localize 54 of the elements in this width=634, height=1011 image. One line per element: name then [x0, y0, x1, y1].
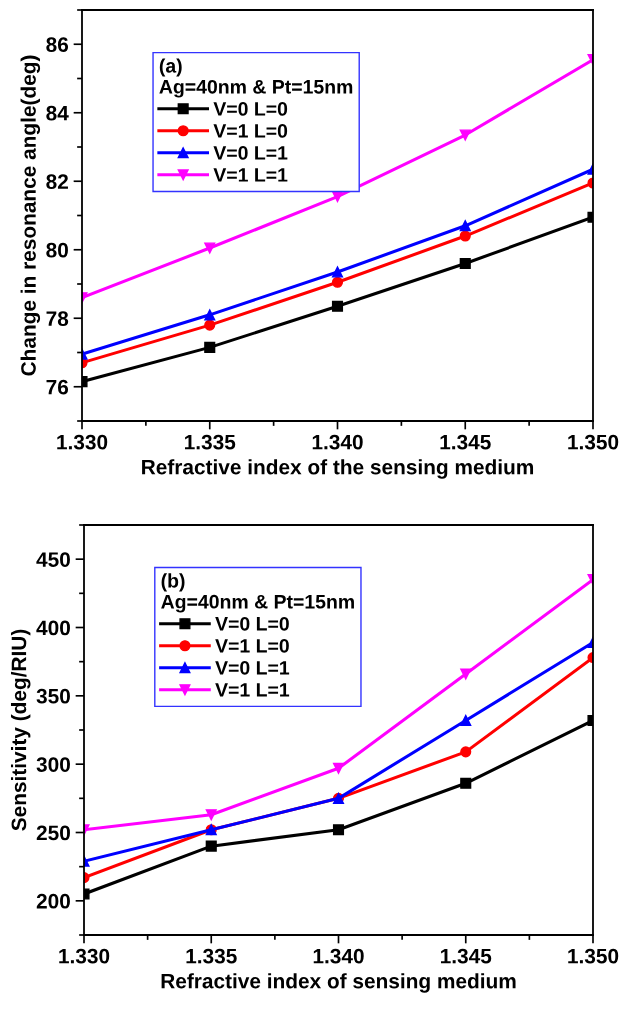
legend-label: V=1 L=1 — [213, 168, 288, 182]
point — [331, 300, 344, 312]
x-tick-label: 1.340 — [313, 948, 364, 964]
legend-label: V=1 L=0 — [213, 124, 288, 138]
x-axis-title: Refractive index of sensing medium — [161, 973, 516, 993]
x-tick-label: 1.340 — [312, 434, 363, 450]
x-tick-label: 1.335 — [186, 948, 237, 964]
point — [204, 242, 216, 254]
legend-label: V=0 L=1 — [215, 660, 290, 675]
x-tick-label: 1.330 — [59, 948, 110, 964]
point — [331, 276, 344, 288]
legend-label: V=1 L=1 — [215, 683, 290, 697]
point — [459, 257, 471, 270]
x-tick-label: 1.335 — [185, 434, 236, 450]
x-tick-label: 1.350 — [568, 434, 619, 450]
point — [459, 230, 471, 242]
point — [204, 319, 216, 331]
point — [460, 668, 472, 680]
y-tick-label: 350 — [36, 688, 70, 704]
y-tick-label: 200 — [36, 893, 70, 909]
y-axis-title: Change in resonance angle(deg) — [20, 55, 41, 376]
y-tick-label: 86 — [46, 37, 69, 52]
point — [459, 220, 471, 232]
y-tick-label: 82 — [46, 174, 68, 189]
legend-title: (b) Ag=40nm & Pt=15nm — [161, 573, 354, 613]
point — [332, 762, 345, 774]
point — [204, 341, 216, 353]
y-tick-label: 400 — [36, 620, 70, 636]
y-tick-label: 84 — [46, 105, 69, 121]
legend-label: V=0 L=1 — [213, 146, 288, 160]
legend-label: V=0 L=0 — [215, 616, 289, 631]
x-tick-label: 1.345 — [441, 948, 492, 964]
x-tick-label: 1.345 — [440, 434, 491, 450]
point — [204, 309, 216, 321]
y-axis-title: Sensitivity (deg/RIU) — [10, 629, 31, 831]
y-tick-label: 300 — [36, 757, 70, 772]
y-tick-label: 76 — [46, 379, 69, 395]
y-tick-label: 80 — [46, 242, 68, 258]
point — [460, 777, 472, 789]
y-tick-label: 78 — [46, 311, 69, 326]
legend-label: V=1 L=0 — [215, 638, 289, 653]
legend-title: (a) Ag=40nm & Pt=15nm — [159, 58, 353, 98]
y-tick-label: 450 — [36, 552, 70, 567]
point — [332, 824, 345, 836]
x-axis-title: Refractive index of the sensing medium — [142, 459, 534, 479]
y-tick-label: 250 — [36, 825, 70, 841]
point — [205, 809, 217, 821]
point — [205, 840, 217, 852]
x-tick-label: 1.330 — [57, 434, 108, 450]
x-tick-label: 1.350 — [568, 948, 619, 964]
legend-label: V=0 L=0 — [213, 101, 288, 116]
point — [331, 266, 344, 278]
point — [460, 746, 472, 758]
point — [459, 129, 471, 141]
